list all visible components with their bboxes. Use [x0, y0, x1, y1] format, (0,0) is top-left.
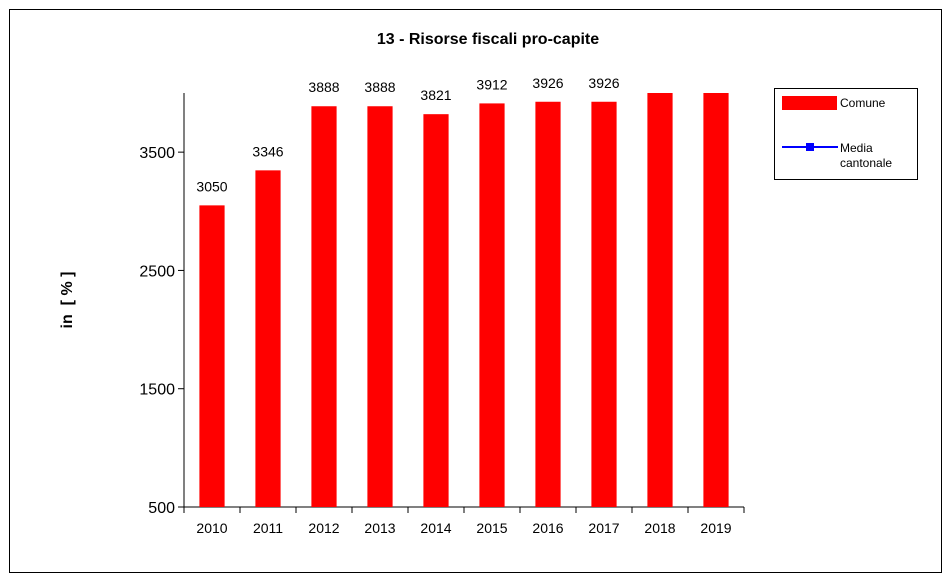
bar-2011 [255, 170, 281, 507]
bar-2013 [367, 106, 393, 508]
x-tick-label-2012: 2012 [308, 520, 339, 536]
data-label-2016: 3926 [532, 75, 563, 91]
bar-2014 [423, 114, 449, 507]
legend: Comune Media cantonale [774, 88, 918, 180]
y-tick-label-500: 500 [148, 500, 175, 517]
data-label-2015: 3912 [476, 76, 507, 92]
bar-2017 [591, 101, 617, 507]
bar-2016 [535, 101, 561, 507]
x-tick-label-2010: 2010 [196, 520, 227, 536]
data-label-2012: 3888 [308, 79, 339, 95]
x-tick-label-2011: 2011 [253, 520, 283, 536]
legend-label-media-line1: Media [840, 141, 873, 155]
x-tick-label-2019: 2019 [700, 520, 731, 536]
x-tick-label-2014: 2014 [420, 520, 451, 536]
legend-label-media-line2: cantonale [840, 156, 892, 170]
data-label-2011: 3346 [252, 143, 283, 159]
chart-title: 13 - Risorse fiscali pro-capite [377, 31, 599, 48]
bar-2015 [479, 103, 505, 507]
legend-swatch-comune [782, 96, 837, 110]
x-tick-label-2013: 2013 [364, 520, 395, 536]
y-tick-label-1500: 1500 [139, 382, 175, 399]
x-tick-label-2017: 2017 [588, 520, 619, 536]
legend-marker-media-cantonale [806, 143, 814, 151]
bar-2010 [199, 205, 225, 507]
y-axis-label: in [ % ] [59, 272, 76, 329]
y-tick-label-2500: 2500 [139, 263, 175, 280]
bar-2012 [311, 106, 337, 508]
x-tick-label-2016: 2016 [532, 520, 563, 536]
data-label-2013: 3888 [364, 79, 395, 95]
data-label-2014: 3821 [420, 87, 451, 103]
data-label-2010: 3050 [196, 178, 227, 194]
legend-label-comune: Comune [840, 96, 886, 110]
x-tick-label-2015: 2015 [476, 520, 507, 536]
plot-area: 500 1500 2500 3500 3050 2010 3346 2011 3888 2012 3… [139, 75, 745, 536]
bar-2019 [703, 93, 729, 507]
y-tick-label-3500: 3500 [139, 145, 175, 162]
bar-2018 [647, 93, 673, 507]
data-label-2017: 3926 [588, 75, 619, 91]
x-tick-label-2018: 2018 [644, 520, 675, 536]
